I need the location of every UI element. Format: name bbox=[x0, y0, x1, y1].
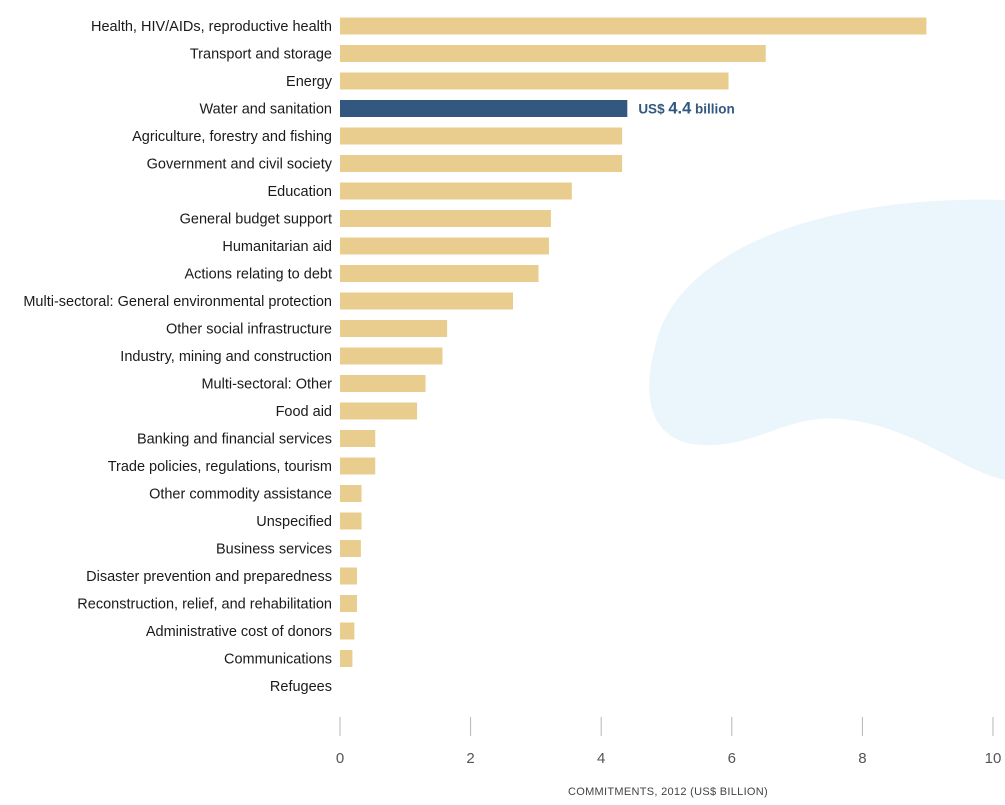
category-label: Transport and storage bbox=[190, 47, 332, 63]
bar bbox=[340, 155, 623, 172]
category-label: Other commodity assistance bbox=[149, 487, 332, 503]
category-label: Education bbox=[268, 184, 333, 200]
bar bbox=[340, 45, 766, 62]
category-label: Business services bbox=[216, 542, 332, 558]
bar bbox=[340, 485, 362, 502]
category-label: Agriculture, forestry and fishing bbox=[132, 129, 332, 145]
bar bbox=[340, 457, 376, 475]
bar bbox=[340, 320, 448, 337]
bar bbox=[340, 402, 418, 420]
category-label: Unspecified bbox=[256, 514, 332, 530]
bar bbox=[340, 375, 426, 392]
category-label: Refugees bbox=[270, 679, 332, 695]
bar bbox=[340, 17, 927, 35]
category-label: Reconstruction, relief, and rehabilitati… bbox=[77, 597, 332, 613]
category-label: Multi-sectoral: General environmental pr… bbox=[23, 294, 332, 310]
bar bbox=[340, 265, 539, 282]
bar bbox=[340, 540, 361, 557]
category-label: Banking and financial services bbox=[137, 432, 332, 448]
bar bbox=[340, 567, 357, 585]
category-label: General budget support bbox=[180, 212, 332, 228]
category-label: Energy bbox=[286, 74, 333, 90]
category-labels: Health, HIV/AIDs, reproductive health Tra… bbox=[23, 19, 332, 695]
x-tick-label: 6 bbox=[728, 750, 736, 767]
category-label: Multi-sectoral: Other bbox=[201, 377, 332, 393]
x-tick-label: 10 bbox=[985, 750, 1002, 767]
category-label: Communications bbox=[224, 652, 332, 668]
bar bbox=[340, 595, 357, 612]
bar bbox=[340, 622, 355, 640]
bars-layer: US$ 4.4 billion bbox=[340, 17, 927, 667]
category-label: Trade policies, regulations, tourism bbox=[108, 459, 332, 475]
annotation-value: 4.4 bbox=[668, 100, 692, 118]
annotation-suffix: billion bbox=[691, 102, 735, 117]
x-axis: 0 2 4 6 8 10 bbox=[336, 717, 1002, 767]
category-label: Food aid bbox=[276, 404, 332, 420]
category-label: Other social infrastructure bbox=[166, 322, 332, 338]
x-tick-label: 0 bbox=[336, 750, 344, 767]
x-tick-label: 4 bbox=[597, 750, 605, 767]
bar bbox=[340, 210, 551, 227]
bar bbox=[340, 292, 514, 310]
bar-highlighted bbox=[340, 100, 628, 117]
category-label: Humanitarian aid bbox=[222, 239, 332, 255]
x-tick-label: 2 bbox=[466, 750, 474, 767]
x-axis-title: COMMITMENTS, 2012 (US$ BILLION) bbox=[568, 786, 768, 798]
bar bbox=[340, 127, 623, 145]
x-tick-label: 8 bbox=[858, 750, 866, 767]
bar bbox=[340, 650, 353, 667]
bar bbox=[340, 182, 572, 200]
category-label: Water and sanitation bbox=[200, 102, 332, 118]
category-label: Administrative cost of donors bbox=[146, 624, 332, 640]
bar bbox=[340, 512, 362, 530]
background-decorative-shape bbox=[649, 199, 1005, 480]
category-label: Health, HIV/AIDs, reproductive health bbox=[91, 19, 332, 35]
highlight-annotation: US$ 4.4 billion bbox=[638, 100, 734, 118]
category-label: Government and civil society bbox=[147, 157, 333, 173]
bar bbox=[340, 347, 443, 365]
category-label: Disaster prevention and preparedness bbox=[86, 569, 332, 585]
category-label: Industry, mining and construction bbox=[120, 349, 332, 365]
bar bbox=[340, 72, 729, 90]
annotation-prefix: US$ bbox=[638, 102, 668, 117]
bar bbox=[340, 430, 376, 447]
bar bbox=[340, 237, 549, 255]
category-label: Actions relating to debt bbox=[184, 267, 332, 283]
